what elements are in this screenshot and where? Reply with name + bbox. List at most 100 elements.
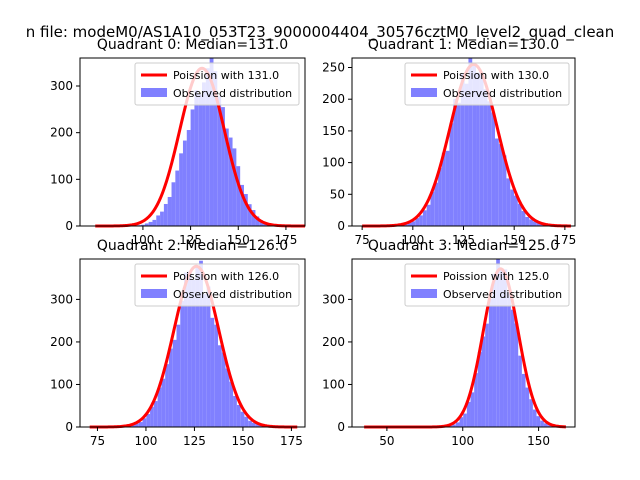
quadrant-0-xtick-label: 100 <box>131 233 154 247</box>
quadrant-1-ytick-label: 150 <box>322 124 345 138</box>
quadrant-2-hist-bar <box>236 404 241 427</box>
quadrant-3-legend-curve-label: Poission with 125.0 <box>443 270 549 283</box>
quadrant-3-xtick-label: 150 <box>527 434 550 448</box>
quadrant-0-hist-bar <box>144 223 149 226</box>
quadrant-1-ytick-label: 100 <box>322 156 345 170</box>
quadrant-1-xtick-label: 175 <box>553 233 576 247</box>
quadrant-0-hist-bar <box>209 58 214 226</box>
quadrant-1-hist-bar <box>536 223 541 226</box>
quadrant-3-ytick-label: 0 <box>337 420 345 434</box>
quadrant-2-legend-hist-swatch <box>141 289 167 298</box>
quadrant-0-hist-bar <box>186 130 191 226</box>
quadrant-1-hist-bar <box>540 224 545 226</box>
quadrant-3-legend-box <box>404 263 570 307</box>
quadrant-2-legend-box <box>134 263 300 307</box>
quadrant-2-xtick-label: 100 <box>134 434 157 448</box>
quadrant-1-panel: Quadrant 1: Median=130.0 75 100 125 150 175 0 5… <box>322 37 576 247</box>
quadrant-1-hist-bar <box>495 138 499 226</box>
quadrant-2-hist-bar <box>165 364 169 427</box>
quadrant-3-hist-bar <box>448 425 453 427</box>
quadrant-3-legend: Poission with 125.0 Observed distribution <box>404 263 570 307</box>
quadrant-1-hist-bar <box>411 221 416 226</box>
quadrant-3-title: Quadrant 3: Median=125.0 <box>368 238 559 254</box>
quadrant-0-legend-hist-swatch <box>141 88 167 97</box>
quadrant-1-hist-bar <box>434 182 439 226</box>
quadrant-3-hist-bar <box>477 352 482 427</box>
quadrant-3-ytick-label: 100 <box>322 377 345 391</box>
quadrant-3-panel: Quadrant 3: Median=125.0 50 100 150 0 100 200 3… <box>322 238 576 448</box>
quadrant-2-legend: Poission with 126.0 Observed distribution <box>134 263 300 307</box>
quadrant-2-hist-bar <box>168 348 173 427</box>
quadrant-0-xtick-label: 125 <box>179 233 202 247</box>
quadrant-2-ytick-label: 300 <box>50 292 73 306</box>
quadrant-1-legend-hist-swatch <box>411 88 437 97</box>
quadrant-0-hist-bar <box>190 109 195 226</box>
quadrant-2-hist-bar <box>153 401 158 427</box>
quadrant-1-hist-bar <box>460 73 465 227</box>
quadrant-2-ytick-label: 200 <box>50 335 73 349</box>
quadrant-1-hist-bar <box>407 222 412 226</box>
quadrant-1-hist-bar <box>449 123 454 226</box>
quadrant-1-hist-bar <box>525 217 530 226</box>
quadrant-3-hist-bar <box>499 268 504 427</box>
quadrant-3-legend-hist-swatch <box>411 289 437 298</box>
quadrant-3-hist-bar <box>514 323 519 427</box>
quadrant-0-hist-bar <box>179 153 183 226</box>
quadrant-2-hist-bar <box>251 422 256 427</box>
quadrant-1-hist-bar <box>502 155 507 226</box>
quadrant-0-hist-bar <box>259 220 264 226</box>
quadrant-0-hist-bar <box>224 128 229 226</box>
quadrant-0-hist-bar <box>236 166 241 226</box>
quadrant-0-hist-bar <box>156 215 161 226</box>
quadrant-3-hist-bar <box>455 422 460 427</box>
quadrant-2-panel: Quadrant 2: Median=126.0 75 100 125 150 175 0 1… <box>50 238 306 448</box>
quadrant-2-hist-bar <box>210 317 215 427</box>
quadrant-1-hist-bar <box>532 221 537 226</box>
quadrant-2-hist-bar <box>176 324 181 427</box>
quadrant-1-hist-bar <box>457 102 461 226</box>
quadrant-1-legend-box <box>404 62 570 106</box>
quadrant-3-legend-hist-label: Observed distribution <box>443 288 562 301</box>
quadrant-0-hist-bar <box>251 210 256 226</box>
quadrant-3-hist-bar <box>507 292 511 427</box>
quadrant-2-hist-bar <box>233 395 237 427</box>
quadrant-1-hist-bar <box>426 204 431 226</box>
quadrant-3-hist-bar <box>518 355 522 427</box>
quadrant-0-hist-bar <box>202 82 206 226</box>
quadrant-3-hist-bar <box>485 323 489 427</box>
quadrant-3-axes-frame <box>351 258 576 428</box>
quadrant-0-hist-bar <box>194 90 199 226</box>
quadrant-0-hist-bar <box>163 203 168 226</box>
quadrant-0-hist-bar <box>247 204 252 226</box>
quadrant-2-hist-bar <box>187 271 192 427</box>
quadrant-0-title: Quadrant 0: Median=131.0 <box>97 37 288 53</box>
quadrant-2-hist-bar <box>191 280 196 427</box>
quadrant-0-hist-bar <box>228 137 233 226</box>
quadrant-2-xtick-label: 75 <box>90 434 105 448</box>
quadrant-1-hist-bar <box>517 203 522 226</box>
quadrant-2-xtick-label: 150 <box>231 434 254 448</box>
quadrant-3-hist-bar <box>452 424 456 427</box>
quadrant-2-hist-bar <box>157 387 162 427</box>
quadrant-1-hist-bar <box>464 83 469 226</box>
quadrant-0-xtick-label: 175 <box>274 233 297 247</box>
quadrant-3-hist-bar <box>488 298 493 427</box>
quadrant-3-hist-bar <box>536 416 541 427</box>
quadrant-1-ytick-label: 200 <box>322 92 345 106</box>
quadrant-3-hist-bar <box>481 336 486 427</box>
quadrant-0-hist-bar <box>205 68 210 227</box>
quadrant-0-hist-bar <box>255 216 260 226</box>
quadrant-3-ytick-label: 200 <box>322 335 345 349</box>
quadrant-1-hist-bar <box>422 210 427 226</box>
quadrant-0-hist-bar <box>175 170 180 226</box>
quadrant-1-hist-bar <box>430 191 435 226</box>
quadrant-0-hist-bar <box>198 94 203 226</box>
quadrant-0-legend-hist-label: Observed distribution <box>173 87 292 100</box>
quadrant-3-hist-bar <box>529 399 533 427</box>
quadrant-2-hist-bar <box>214 324 218 427</box>
quadrant-0-hist-bar <box>167 196 172 226</box>
quadrant-2-xtick-label: 175 <box>280 434 303 448</box>
quadrant-0-hist-bar <box>141 224 145 226</box>
quadrant-1-hist-bar <box>487 101 492 226</box>
quadrant-1-hist-bar <box>491 112 496 226</box>
